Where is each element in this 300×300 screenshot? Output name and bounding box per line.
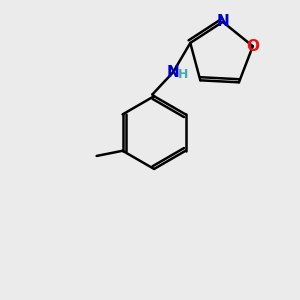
Text: N: N (216, 14, 229, 29)
Text: O: O (246, 39, 259, 54)
Text: H: H (178, 68, 188, 81)
Text: N: N (167, 65, 179, 80)
